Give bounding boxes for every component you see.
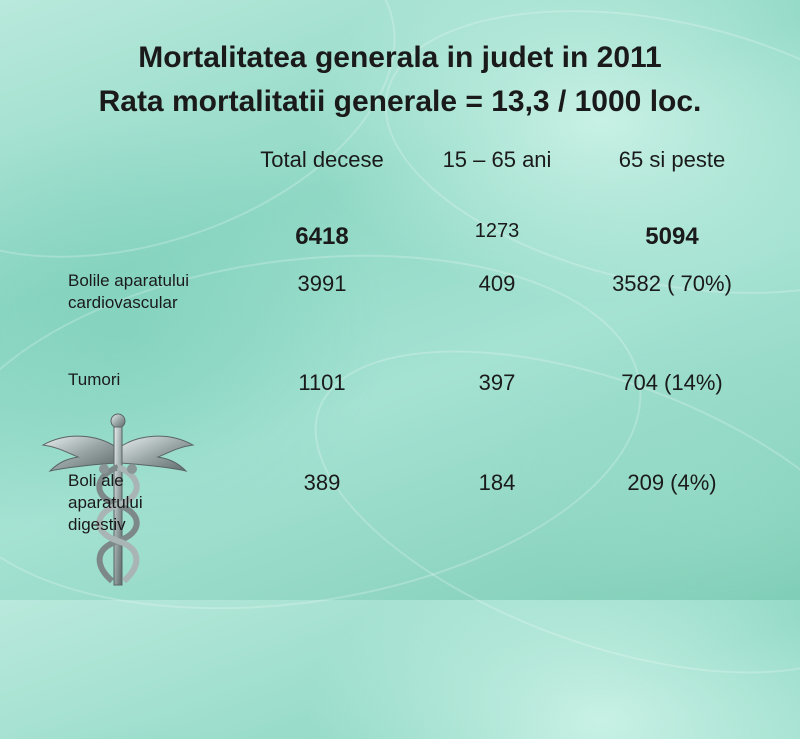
- row-label-line: Tumori: [68, 370, 121, 389]
- total-decese: 6418: [295, 223, 349, 250]
- slide-title-line-1: Mortalitatea generala in judet in 2011: [138, 41, 662, 74]
- table-cell: 3582 ( 70%): [612, 271, 732, 296]
- row-label-line: digestiv: [68, 515, 126, 534]
- table-cell: 1101: [298, 370, 346, 395]
- table-row-label: Tumori: [68, 369, 248, 391]
- table-cell: 389: [303, 470, 341, 495]
- caduceus-icon: [41, 413, 195, 586]
- row-label-line: aparatului: [68, 493, 143, 512]
- table-row-label: Boli ale aparatului digestiv: [68, 470, 248, 536]
- table-cell: 704 (14%): [621, 370, 723, 395]
- row-label-line: Bolile aparatului: [68, 271, 189, 290]
- row-label-line: Boli ale: [68, 471, 124, 490]
- table-cell: 184: [478, 470, 516, 495]
- column-header-15-65: 15 – 65 ani: [442, 147, 552, 172]
- table-cell: 409: [478, 271, 516, 296]
- column-header-65-plus: 65 si peste: [618, 147, 726, 172]
- column-header-total: Total decese: [260, 147, 384, 172]
- table-row-label: Bolile aparatului cardiovascular: [68, 270, 248, 314]
- total-65-plus: 5094: [645, 223, 699, 250]
- row-label-line: cardiovascular: [68, 293, 178, 312]
- table-cell: 3991: [297, 271, 347, 296]
- table-cell: 397: [478, 370, 516, 395]
- slide-title-line-2: Rata mortalitatii generale = 13,3 / 1000…: [98, 85, 702, 118]
- total-15-65: 1273: [474, 220, 520, 242]
- table-cell: 209 (4%): [627, 470, 717, 495]
